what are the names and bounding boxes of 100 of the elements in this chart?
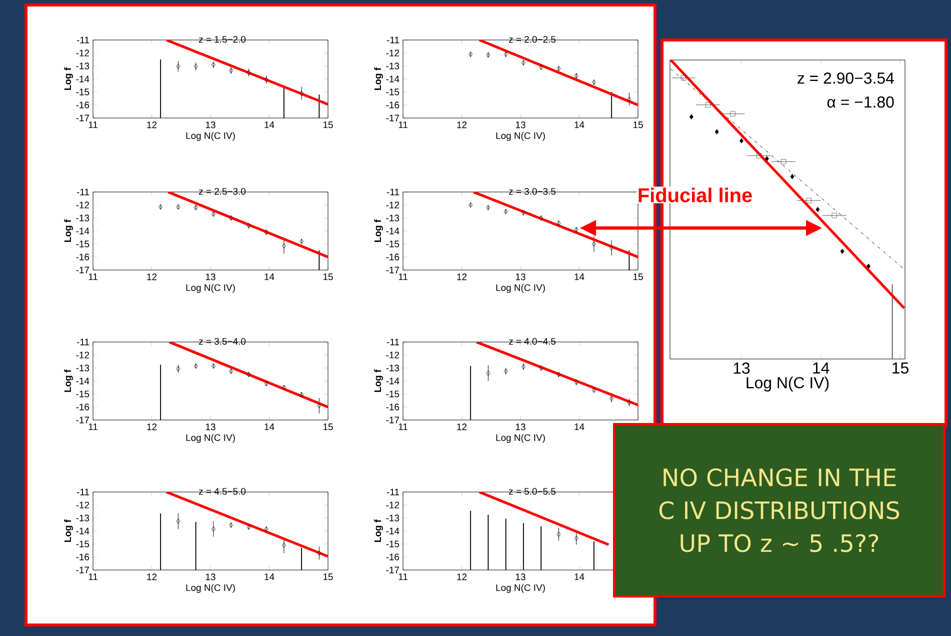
y-tick-label: -14	[386, 378, 400, 384]
point	[592, 388, 596, 393]
x-tick-label: 12	[457, 274, 467, 280]
y-tick-label: -16	[76, 554, 90, 560]
y-tick-label: -13	[76, 364, 90, 372]
point	[264, 526, 268, 532]
point	[229, 215, 234, 221]
y-tick-label: -12	[386, 50, 400, 56]
y-tick-label: -12	[76, 502, 90, 508]
y-axis-title: Log f	[64, 369, 73, 392]
y-tick-label: -16	[76, 404, 90, 410]
y-tick-label: -17	[76, 266, 90, 274]
point	[832, 212, 837, 218]
y-tick-label: -12	[76, 50, 90, 56]
point	[176, 64, 180, 69]
annotation: z = 2.90−3.54	[798, 72, 894, 84]
x-tick-label: 13	[516, 424, 526, 430]
x-axis-title: Log N(C IV)	[186, 584, 235, 593]
point	[866, 264, 870, 269]
x-tick-label: 13	[206, 122, 216, 128]
point	[689, 114, 694, 120]
x-tick-label: 12	[457, 122, 467, 128]
point	[739, 138, 744, 144]
y-tick-label: -12	[386, 202, 400, 208]
x-tick-label: 12	[147, 574, 157, 580]
y-tick-label: -15	[76, 240, 90, 248]
point	[282, 384, 286, 390]
x-tick-label: 11	[88, 574, 98, 580]
y-tick-label: -16	[386, 102, 400, 108]
chart-title: z = 4.5−5.0	[198, 488, 246, 495]
point	[574, 73, 578, 78]
y-tick-label: -16	[386, 554, 400, 560]
x-tick-label: 15	[323, 274, 333, 280]
point	[539, 365, 544, 371]
point	[229, 368, 234, 374]
x-axis-title: Log N(C IV)	[496, 434, 545, 443]
x-tick-label: 11	[88, 424, 98, 430]
chart-title: z = 5.0−5.5	[508, 488, 556, 495]
x-tick-label: 11	[398, 274, 408, 280]
y-tick-label: -11	[76, 488, 90, 496]
point	[706, 102, 711, 108]
point	[539, 215, 544, 221]
x-tick-label: 15	[633, 274, 643, 280]
x-axis-title: Log N(C IV)	[746, 376, 829, 392]
x-tick-label: 13	[734, 362, 750, 374]
y-tick-label: -11	[76, 188, 90, 196]
x-tick-label: 13	[516, 122, 526, 128]
y-tick-label: -13	[386, 514, 400, 522]
y-tick-label: -11	[76, 36, 90, 44]
x-tick-label: 14	[813, 362, 830, 374]
point	[780, 159, 786, 164]
y-tick-label: -14	[76, 228, 90, 234]
y-tick-label: -12	[386, 502, 400, 508]
point	[300, 238, 304, 244]
x-tick-label: 11	[88, 274, 98, 280]
y-tick-label: -14	[76, 76, 90, 82]
x-tick-label: 11	[398, 574, 408, 580]
point	[211, 62, 216, 68]
x-tick-label: 13	[206, 574, 216, 580]
x-axis-title: Log N(C IV)	[496, 584, 545, 593]
y-tick-label: -16	[76, 102, 90, 108]
point	[211, 212, 216, 217]
y-tick-label: -14	[386, 76, 400, 82]
y-tick-label: -17	[386, 416, 400, 424]
x-tick-label: 13	[516, 574, 526, 580]
x-axis-title: Log N(C IV)	[186, 284, 235, 293]
y-tick-label: -12	[76, 202, 90, 208]
x-tick-label: 14	[264, 424, 274, 430]
x-tick-label: 15	[323, 122, 333, 128]
y-tick-label: -15	[386, 88, 400, 96]
y-tick-label: -14	[386, 228, 400, 234]
chart-title: z = 1.5−2.0	[198, 36, 246, 43]
point	[764, 156, 769, 162]
x-tick-label: 12	[147, 274, 157, 280]
point	[504, 208, 508, 214]
y-tick-label: -13	[76, 214, 90, 222]
x-axis-title: Log N(C IV)	[186, 132, 235, 141]
y-tick-label: -13	[386, 214, 400, 222]
point	[229, 522, 234, 528]
y-tick-label: -16	[386, 404, 400, 410]
point	[246, 372, 251, 378]
point	[211, 363, 216, 369]
point	[521, 364, 526, 370]
y-tick-label: -16	[76, 254, 90, 260]
y-tick-label: -14	[76, 528, 90, 534]
x-axis-title: Log N(C IV)	[496, 284, 545, 293]
y-tick-label: -11	[76, 338, 90, 346]
text: NO CHANGE IN THE C IV DISTRIBUTIONS UP TO z ~ 5 .5??	[659, 468, 900, 552]
x-tick-label: 14	[264, 574, 274, 580]
x-tick-label: 12	[147, 424, 157, 430]
point	[714, 129, 719, 134]
y-tick-label: -17	[386, 566, 400, 574]
y-tick-label: -11	[386, 188, 400, 196]
x-tick-label: 15	[633, 122, 643, 128]
point	[680, 75, 686, 81]
x-tick-label: 13	[206, 274, 216, 280]
point	[246, 70, 251, 76]
annotation: Fiducial line	[638, 188, 752, 202]
y-tick-label: -14	[76, 378, 90, 384]
chart-title: z = 2.0−2.5	[508, 36, 556, 43]
